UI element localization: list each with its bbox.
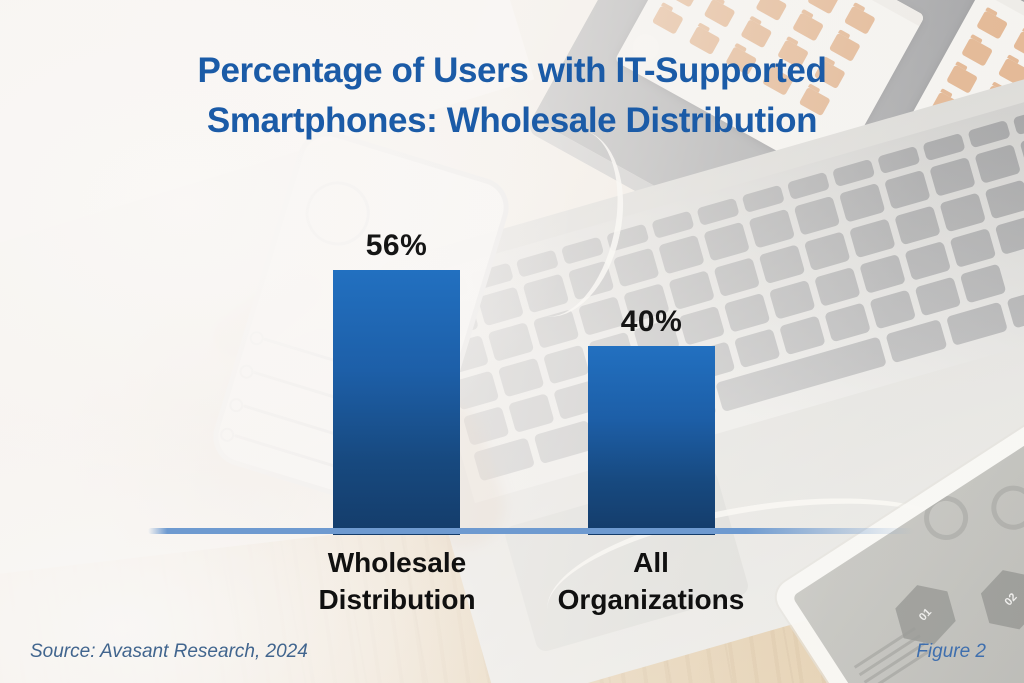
bar-group-all-organizations: 40% — [588, 305, 715, 535]
bar-all-organizations — [588, 346, 715, 535]
source-note: Source: Avasant Research, 2024 — [30, 641, 308, 662]
bar-group-wholesale-distribution: 56% — [333, 229, 460, 535]
chart-title-line2: Smartphones: Wholesale Distribution — [206, 101, 818, 140]
bar-value-label: 56% — [365, 229, 428, 262]
chart-title: Percentage of Users with IT-Supported Sm… — [0, 46, 1024, 146]
x-axis-baseline — [148, 528, 914, 534]
figure-label: Figure 2 — [916, 641, 986, 662]
category-label-all-organizations: All Organizations — [501, 544, 801, 618]
chart-title-line1: Percentage of Users with IT-Supported — [197, 51, 827, 90]
bar-value-label: 40% — [620, 305, 683, 338]
category-line: Organizations — [557, 584, 745, 615]
category-line: All — [633, 547, 669, 578]
bar-wholesale-distribution — [333, 270, 460, 535]
category-line: Wholesale — [327, 547, 467, 578]
category-label-wholesale-distribution: Wholesale Distribution — [247, 544, 547, 618]
category-line: Distribution — [318, 584, 476, 615]
